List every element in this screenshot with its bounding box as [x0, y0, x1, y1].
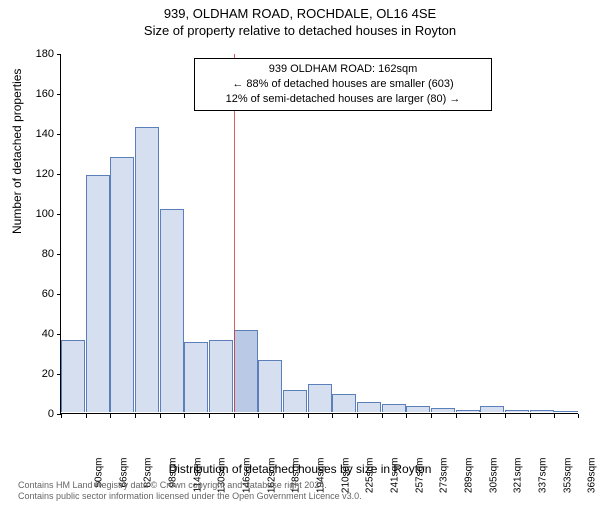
- xtick-mark: [308, 414, 309, 418]
- chart-title-main: 939, OLDHAM ROAD, ROCHDALE, OL16 4SE: [0, 6, 600, 21]
- xtick-mark: [480, 414, 481, 418]
- xtick-mark: [283, 414, 284, 418]
- histogram-bar: [283, 390, 307, 412]
- xtick-mark: [578, 414, 579, 418]
- histogram-bar: [530, 410, 554, 412]
- ytick-label: 40: [24, 328, 54, 340]
- histogram-bar: [61, 340, 85, 412]
- histogram-bar: [135, 127, 159, 412]
- histogram-bar: [184, 342, 208, 412]
- ytick-label: 60: [24, 288, 54, 300]
- y-axis-label: Number of detached properties: [10, 69, 24, 234]
- xtick-mark: [456, 414, 457, 418]
- xtick-mark: [184, 414, 185, 418]
- histogram-bar: [332, 394, 356, 412]
- ytick-mark: [57, 334, 61, 335]
- histogram-bar: [505, 410, 529, 412]
- ytick-mark: [57, 254, 61, 255]
- histogram-bar: [554, 411, 578, 412]
- xtick-mark: [234, 414, 235, 418]
- ytick-label: 0: [24, 408, 54, 420]
- histogram-bar: [382, 404, 406, 412]
- ytick-label: 20: [24, 368, 54, 380]
- histogram-bar: [308, 384, 332, 412]
- histogram-bar: [209, 340, 233, 412]
- xtick-mark: [110, 414, 111, 418]
- ytick-mark: [57, 54, 61, 55]
- xtick-mark: [357, 414, 358, 418]
- chart-area: 50sqm66sqm82sqm98sqm114sqm130sqm146sqm16…: [60, 54, 578, 414]
- histogram-bar: [431, 408, 455, 412]
- xtick-mark: [382, 414, 383, 418]
- ytick-mark: [57, 174, 61, 175]
- ytick-mark: [57, 94, 61, 95]
- xtick-mark: [160, 414, 161, 418]
- xtick-mark: [554, 414, 555, 418]
- ytick-label: 100: [24, 208, 54, 220]
- ytick-label: 120: [24, 168, 54, 180]
- ytick-label: 180: [24, 48, 54, 60]
- x-axis-label: Distribution of detached houses by size …: [0, 462, 600, 476]
- chart-title-sub: Size of property relative to detached ho…: [0, 23, 600, 38]
- ytick-mark: [57, 214, 61, 215]
- xtick-mark: [258, 414, 259, 418]
- histogram-bar: [110, 157, 134, 412]
- legend-line-3: 12% of semi-detached houses are larger (…: [203, 92, 483, 107]
- xtick-mark: [209, 414, 210, 418]
- attribution-line-1: Contains HM Land Registry data © Crown c…: [18, 480, 362, 491]
- legend-line-1: 939 OLDHAM ROAD: 162sqm: [203, 62, 483, 77]
- xtick-mark: [135, 414, 136, 418]
- histogram-bar: [456, 410, 480, 412]
- histogram-bar: [234, 330, 258, 412]
- histogram-bar: [480, 406, 504, 412]
- histogram-bar: [160, 209, 184, 412]
- histogram-bar: [86, 175, 110, 412]
- ytick-mark: [57, 134, 61, 135]
- histogram-bar: [258, 360, 282, 412]
- legend-box: 939 OLDHAM ROAD: 162sqm ← 88% of detache…: [194, 58, 492, 111]
- xtick-mark: [530, 414, 531, 418]
- xtick-mark: [332, 414, 333, 418]
- xtick-mark: [505, 414, 506, 418]
- xtick-mark: [61, 414, 62, 418]
- xtick-mark: [86, 414, 87, 418]
- ytick-label: 80: [24, 248, 54, 260]
- ytick-label: 160: [24, 88, 54, 100]
- histogram-bar: [406, 406, 430, 412]
- legend-line-2: ← 88% of detached houses are smaller (60…: [203, 77, 483, 92]
- attribution: Contains HM Land Registry data © Crown c…: [18, 480, 362, 503]
- xtick-mark: [431, 414, 432, 418]
- ytick-mark: [57, 294, 61, 295]
- histogram-bar: [357, 402, 381, 412]
- ytick-label: 140: [24, 128, 54, 140]
- attribution-line-2: Contains public sector information licen…: [18, 491, 362, 502]
- xtick-mark: [406, 414, 407, 418]
